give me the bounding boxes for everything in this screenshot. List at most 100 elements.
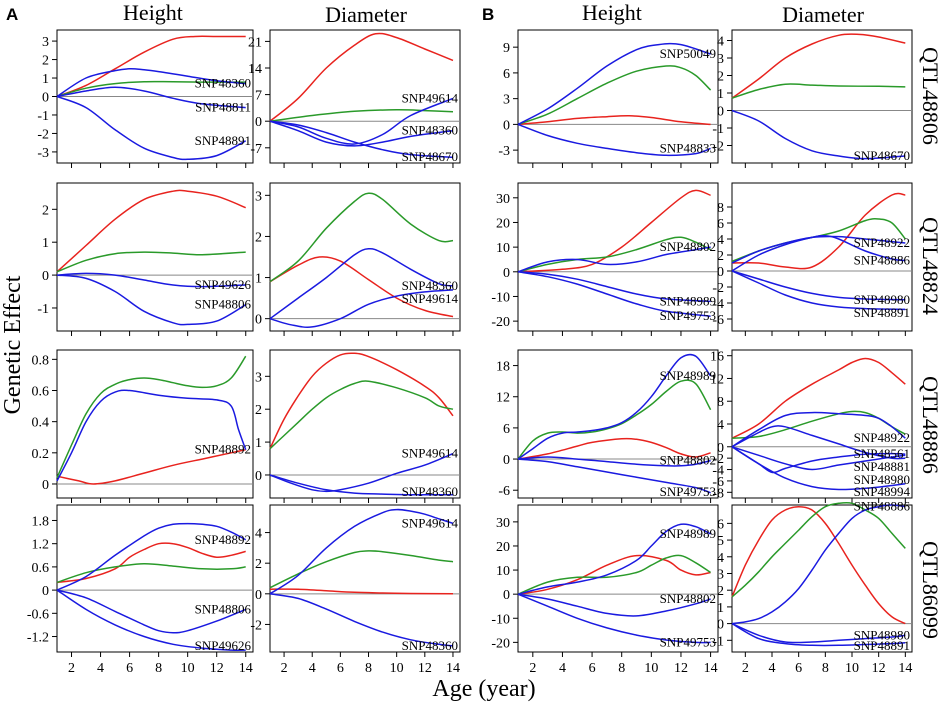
snp-label: SNP48360 <box>402 484 458 499</box>
panel-label-a: A <box>6 5 18 24</box>
y-tick-label: 0.6 <box>32 561 50 576</box>
y-tick-label: -6 <box>498 484 510 499</box>
y-tick-label: 0 <box>42 584 49 599</box>
y-tick-label: 10 <box>496 241 510 256</box>
y-tick-label: -3 <box>498 144 510 159</box>
line-red <box>56 542 246 584</box>
snp-label: SNP48806 <box>195 601 252 616</box>
y-tick-label: 0 <box>717 105 724 120</box>
y-tick-label: 2 <box>717 70 724 85</box>
line-green <box>56 563 246 584</box>
y-tick-label: 4 <box>717 233 724 248</box>
y-tick-label: 4 <box>717 551 724 566</box>
y-tick-label: -7 <box>250 142 262 157</box>
line-green <box>731 83 906 99</box>
snp-label: SNP48980 <box>854 292 910 307</box>
line-snp48922 <box>731 411 906 448</box>
x-tick-label: 12 <box>674 661 688 676</box>
panel-frame <box>517 349 719 499</box>
x-tick-label: 10 <box>644 661 658 676</box>
x-tick-label: 2 <box>281 661 288 676</box>
x-tick-label: 10 <box>390 661 404 676</box>
line-snp48891 <box>56 95 247 161</box>
y-tick-label: 0 <box>255 313 262 328</box>
snp-label: SNP48360 <box>402 123 458 138</box>
snp-label: SNP49614 <box>402 446 459 461</box>
x-tick-label: 14 <box>446 661 460 676</box>
line-red <box>731 505 906 625</box>
snp-label: SNP48891 <box>854 638 910 653</box>
y-tick-label: -4 <box>712 297 724 312</box>
line-snp48989 <box>517 271 711 303</box>
line-snp49626 <box>56 272 246 288</box>
panels-group: -3-2-10123SNP48360SNP48811SNP48891-70714… <box>27 29 913 676</box>
panel-B-Height-QTL48886: -6 0 6 12 18 SNP48989 SNP48802 SNP49753 <box>496 349 719 503</box>
panel-A-Height-QTL48824: -1 0 1 2 SNP49626 SNP48806 <box>37 182 254 336</box>
x-tick-label: 10 <box>845 661 859 676</box>
line-snp48802 <box>517 246 711 273</box>
y-tick-label: 1 <box>42 236 49 251</box>
panel-B-Diameter-QTL48886: -8-6-4-20481216SNP48922SNP48561SNP48881S… <box>710 349 913 503</box>
line-green <box>56 355 247 479</box>
y-tick-label: 0.6 <box>32 385 50 400</box>
snp-label: SNP48811 <box>195 100 251 115</box>
panel-frame <box>517 504 719 653</box>
column-title-b-height: Height <box>582 0 642 25</box>
x-tick-label: 8 <box>618 661 625 676</box>
line-green <box>56 80 246 98</box>
y-tick-label: 2 <box>42 54 49 69</box>
snp-label: SNP48670 <box>402 149 458 164</box>
y-tick-label: 0 <box>503 588 510 603</box>
line-snp48670 <box>731 109 906 160</box>
y-tick-label: 12 <box>710 372 724 387</box>
line-snp49753 <box>517 593 711 644</box>
y-tick-label: -10 <box>491 612 510 627</box>
panel-frame <box>731 182 913 332</box>
line-green <box>269 109 454 122</box>
y-tick-label: 0 <box>503 453 510 468</box>
y-tick-label: -1 <box>37 302 49 317</box>
snp-label: SNP48980 <box>854 472 910 487</box>
line-snp48670 <box>269 120 454 159</box>
y-tick-label: 1 <box>42 72 49 87</box>
line-red <box>517 115 711 126</box>
y-axis-label: Genetic Effect <box>0 275 26 414</box>
y-tick-label: 3 <box>717 52 724 67</box>
panel-label-b: B <box>482 5 494 24</box>
y-tick-label: 16 <box>710 350 724 365</box>
snp-label: SNP48892 <box>195 442 251 457</box>
y-tick-label: 20 <box>496 540 510 555</box>
snp-label: SNP48989 <box>660 368 716 383</box>
y-tick-label: -2 <box>712 452 724 467</box>
line-snp48980 <box>731 622 906 644</box>
x-tick-label: 2 <box>529 661 536 676</box>
line-red <box>517 437 711 460</box>
x-tick-label: 12 <box>872 661 886 676</box>
snp-label: SNP48922 <box>854 235 910 250</box>
snp-label: SNP50049 <box>660 46 716 61</box>
line-snp48891 <box>731 270 906 311</box>
y-tick-label: 0 <box>42 269 49 284</box>
x-tick-label: 4 <box>309 661 316 676</box>
y-tick-label: 0 <box>255 115 262 130</box>
y-tick-label: 6 <box>717 517 724 532</box>
line-green <box>517 379 712 460</box>
line-snp48360 <box>56 68 246 98</box>
panel-frame <box>731 504 913 653</box>
y-tick-label: 2 <box>255 230 262 245</box>
y-tick-label: 0 <box>717 265 724 280</box>
y-tick-label: -2 <box>250 618 262 633</box>
y-tick-label: 0.2 <box>32 447 50 462</box>
snp-label: SNP49626 <box>195 638 252 653</box>
snp-label: SNP48806 <box>195 297 252 312</box>
y-tick-label: 1.8 <box>32 514 50 529</box>
x-tick-label: 4 <box>97 661 104 676</box>
y-tick-label: 10 <box>496 564 510 579</box>
x-tick-label: 6 <box>126 661 133 676</box>
y-tick-label: 30 <box>496 516 510 531</box>
y-tick-label: -2 <box>712 140 724 155</box>
x-tick-label: 6 <box>795 661 802 676</box>
x-tick-label: 2 <box>68 661 75 676</box>
line-snp48806 <box>56 274 247 326</box>
snp-label: SNP48886 <box>854 253 911 268</box>
